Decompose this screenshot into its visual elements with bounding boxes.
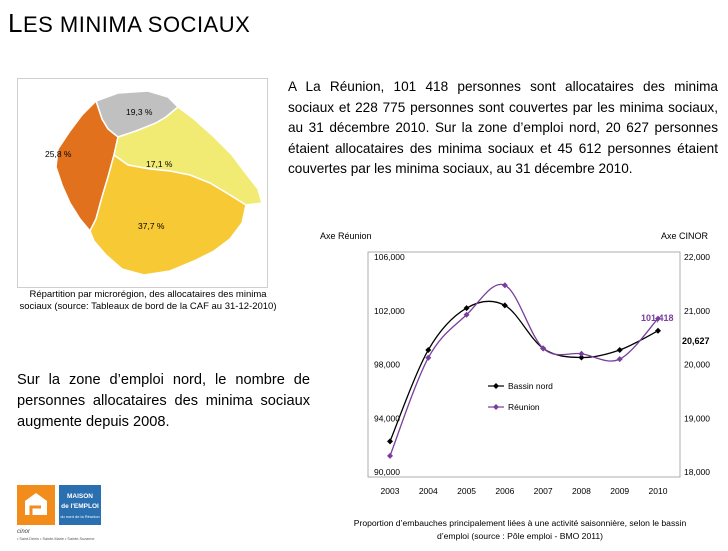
data-point [578,350,585,357]
maison-emploi-logo: MAISON de l'EMPLOI du nord de la Réunion… [17,485,157,541]
right-tick-label: 19,000 [684,413,710,423]
x-tick-label: 2008 [572,486,591,496]
legend-reunion: Réunion [508,402,540,412]
legend-bassin-nord: Bassin nord [508,381,553,391]
right-tick-label: 21,000 [684,306,710,316]
region-map: 19,3 % 25,8 % 17,1 % 37,7 % [17,78,268,288]
map-label-south: 37,7 % [138,221,165,231]
svg-text:MAISON: MAISON [67,493,93,500]
left-tick-label: 90,000 [374,467,400,477]
right-tick-label: 22,000 [684,252,710,262]
data-point [540,345,547,352]
svg-text:de l'EMPLOI: de l'EMPLOI [61,503,99,510]
data-point [616,356,623,363]
annotation-nord-2010: 20,627 [682,336,710,346]
series-line-reunion [389,283,659,457]
x-tick-label: 2009 [610,486,629,496]
series-line-bassin-nord [389,300,659,442]
data-point [425,354,432,361]
left-axis-title: Axe Réunion [320,231,372,241]
left-tick-label: 94,000 [374,413,400,423]
summary-paragraph: Sur la zone d’emploi nord, le nombre de … [17,372,310,430]
line-chart: Axe Réunion Axe CINOR 90,000 94,000 98,000… [310,222,722,546]
svg-text:du nord de la Réunion: du nord de la Réunion [60,514,99,519]
data-point [463,305,470,312]
data-point [387,452,393,459]
data-point [463,311,470,318]
data-point [501,302,508,309]
intro-paragraph: A La Réunion, 101 418 personnes sont all… [288,79,718,176]
map-label-east: 17,1 % [146,159,173,169]
data-point [501,282,508,289]
x-tick-label: 2004 [419,486,438,496]
x-tick-label: 2007 [534,486,553,496]
svg-text:cinor: cinor [17,529,31,535]
page-title: LES MINIMA SOCIAUX [8,8,251,38]
data-point [578,354,585,361]
map-label-north: 19,3 % [126,107,153,117]
right-tick-label: 18,000 [684,467,710,477]
left-tick-label: 98,000 [374,360,400,370]
x-tick-label: 2006 [495,486,514,496]
right-tick-label: 20,000 [684,360,710,370]
left-tick-label: 102,000 [374,306,405,316]
map-caption: Répartition par microrégion, des allocat… [19,289,277,312]
data-point [655,327,661,334]
x-tick-label: 2003 [381,486,400,496]
data-point [387,438,393,445]
data-point [616,346,623,353]
annotation-reunion-2010: 101,418 [641,313,674,323]
svg-text:• Saint-Denis • Sainte-Marie •: • Saint-Denis • Sainte-Marie • Sainte-Su… [17,537,94,541]
x-tick-label: 2010 [649,486,668,496]
plot-area [367,251,681,478]
right-axis-title: Axe CINOR [661,231,709,241]
map-label-west: 25,8 % [45,149,72,159]
left-tick-label: 106,000 [374,252,405,262]
x-tick-label: 2005 [457,486,476,496]
chart-caption-line-1: Proportion d’embauches principalement li… [354,518,687,528]
map-region-south [89,153,247,276]
data-point [425,346,432,353]
chart-caption-line-2: d’emploi (source : Pôle emploi - BMO 201… [437,531,603,541]
data-point [655,315,661,322]
